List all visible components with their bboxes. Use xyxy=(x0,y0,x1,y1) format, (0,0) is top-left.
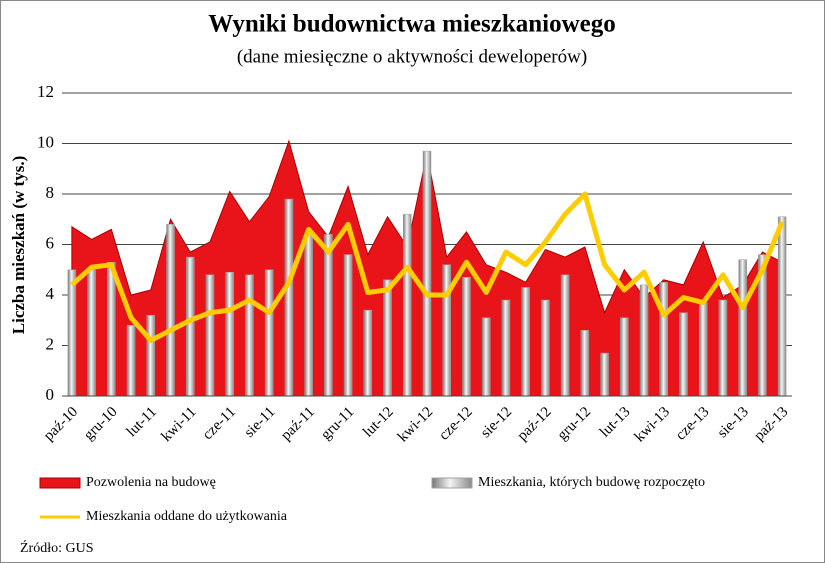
y-tick-label: 8 xyxy=(46,183,55,202)
bar xyxy=(363,309,373,397)
bar xyxy=(245,274,254,397)
bar xyxy=(521,287,530,397)
bar xyxy=(166,224,175,397)
bar xyxy=(107,261,116,397)
bar xyxy=(67,269,77,397)
source: Źródło: GUS xyxy=(20,539,94,556)
chart-title: Wyniki budownictwa mieszkaniowego xyxy=(208,11,615,38)
bar xyxy=(304,234,313,397)
legend-label: Mieszkania oddane do użytkowania xyxy=(86,509,288,524)
bar xyxy=(501,299,511,397)
bar xyxy=(343,254,353,397)
bar xyxy=(580,330,590,397)
bar xyxy=(422,150,432,397)
y-tick-label: 0 xyxy=(46,385,55,404)
bar xyxy=(639,284,649,397)
bar xyxy=(600,352,609,397)
chart-subtitle: (dane miesięczne o aktywności deweloperó… xyxy=(237,46,587,67)
bar xyxy=(620,317,629,397)
bar xyxy=(324,234,333,397)
bar xyxy=(225,272,234,397)
legend-swatch xyxy=(39,477,81,489)
legend-swatch xyxy=(431,477,473,489)
bar xyxy=(264,269,274,397)
bar xyxy=(462,277,471,397)
bar xyxy=(718,299,728,397)
bar xyxy=(87,269,96,397)
y-axis-label: Liczba mieszkań (w tys.) xyxy=(9,156,28,334)
legend-label: Pozwolenia na budowę xyxy=(86,475,216,490)
legend-label: Mieszkania, których budowę rozpoczęto xyxy=(478,475,705,490)
bar xyxy=(481,317,491,397)
bar xyxy=(541,299,550,397)
bar xyxy=(185,256,195,397)
y-tick-label: 2 xyxy=(46,334,55,353)
y-tick-label: 12 xyxy=(37,82,54,101)
bar xyxy=(442,264,451,397)
bar xyxy=(698,302,708,397)
bar xyxy=(777,216,787,397)
bar xyxy=(284,198,294,397)
bar xyxy=(679,312,688,397)
bar xyxy=(383,279,392,397)
bar xyxy=(126,325,136,397)
y-tick-label: 4 xyxy=(46,284,55,303)
bar xyxy=(659,282,669,397)
bar xyxy=(205,274,215,397)
bar xyxy=(146,314,156,397)
bar xyxy=(738,259,747,397)
y-tick-label: 10 xyxy=(37,132,54,151)
y-tick-label: 6 xyxy=(46,233,55,252)
bar xyxy=(403,213,412,397)
line xyxy=(70,191,785,343)
bar xyxy=(560,274,570,397)
